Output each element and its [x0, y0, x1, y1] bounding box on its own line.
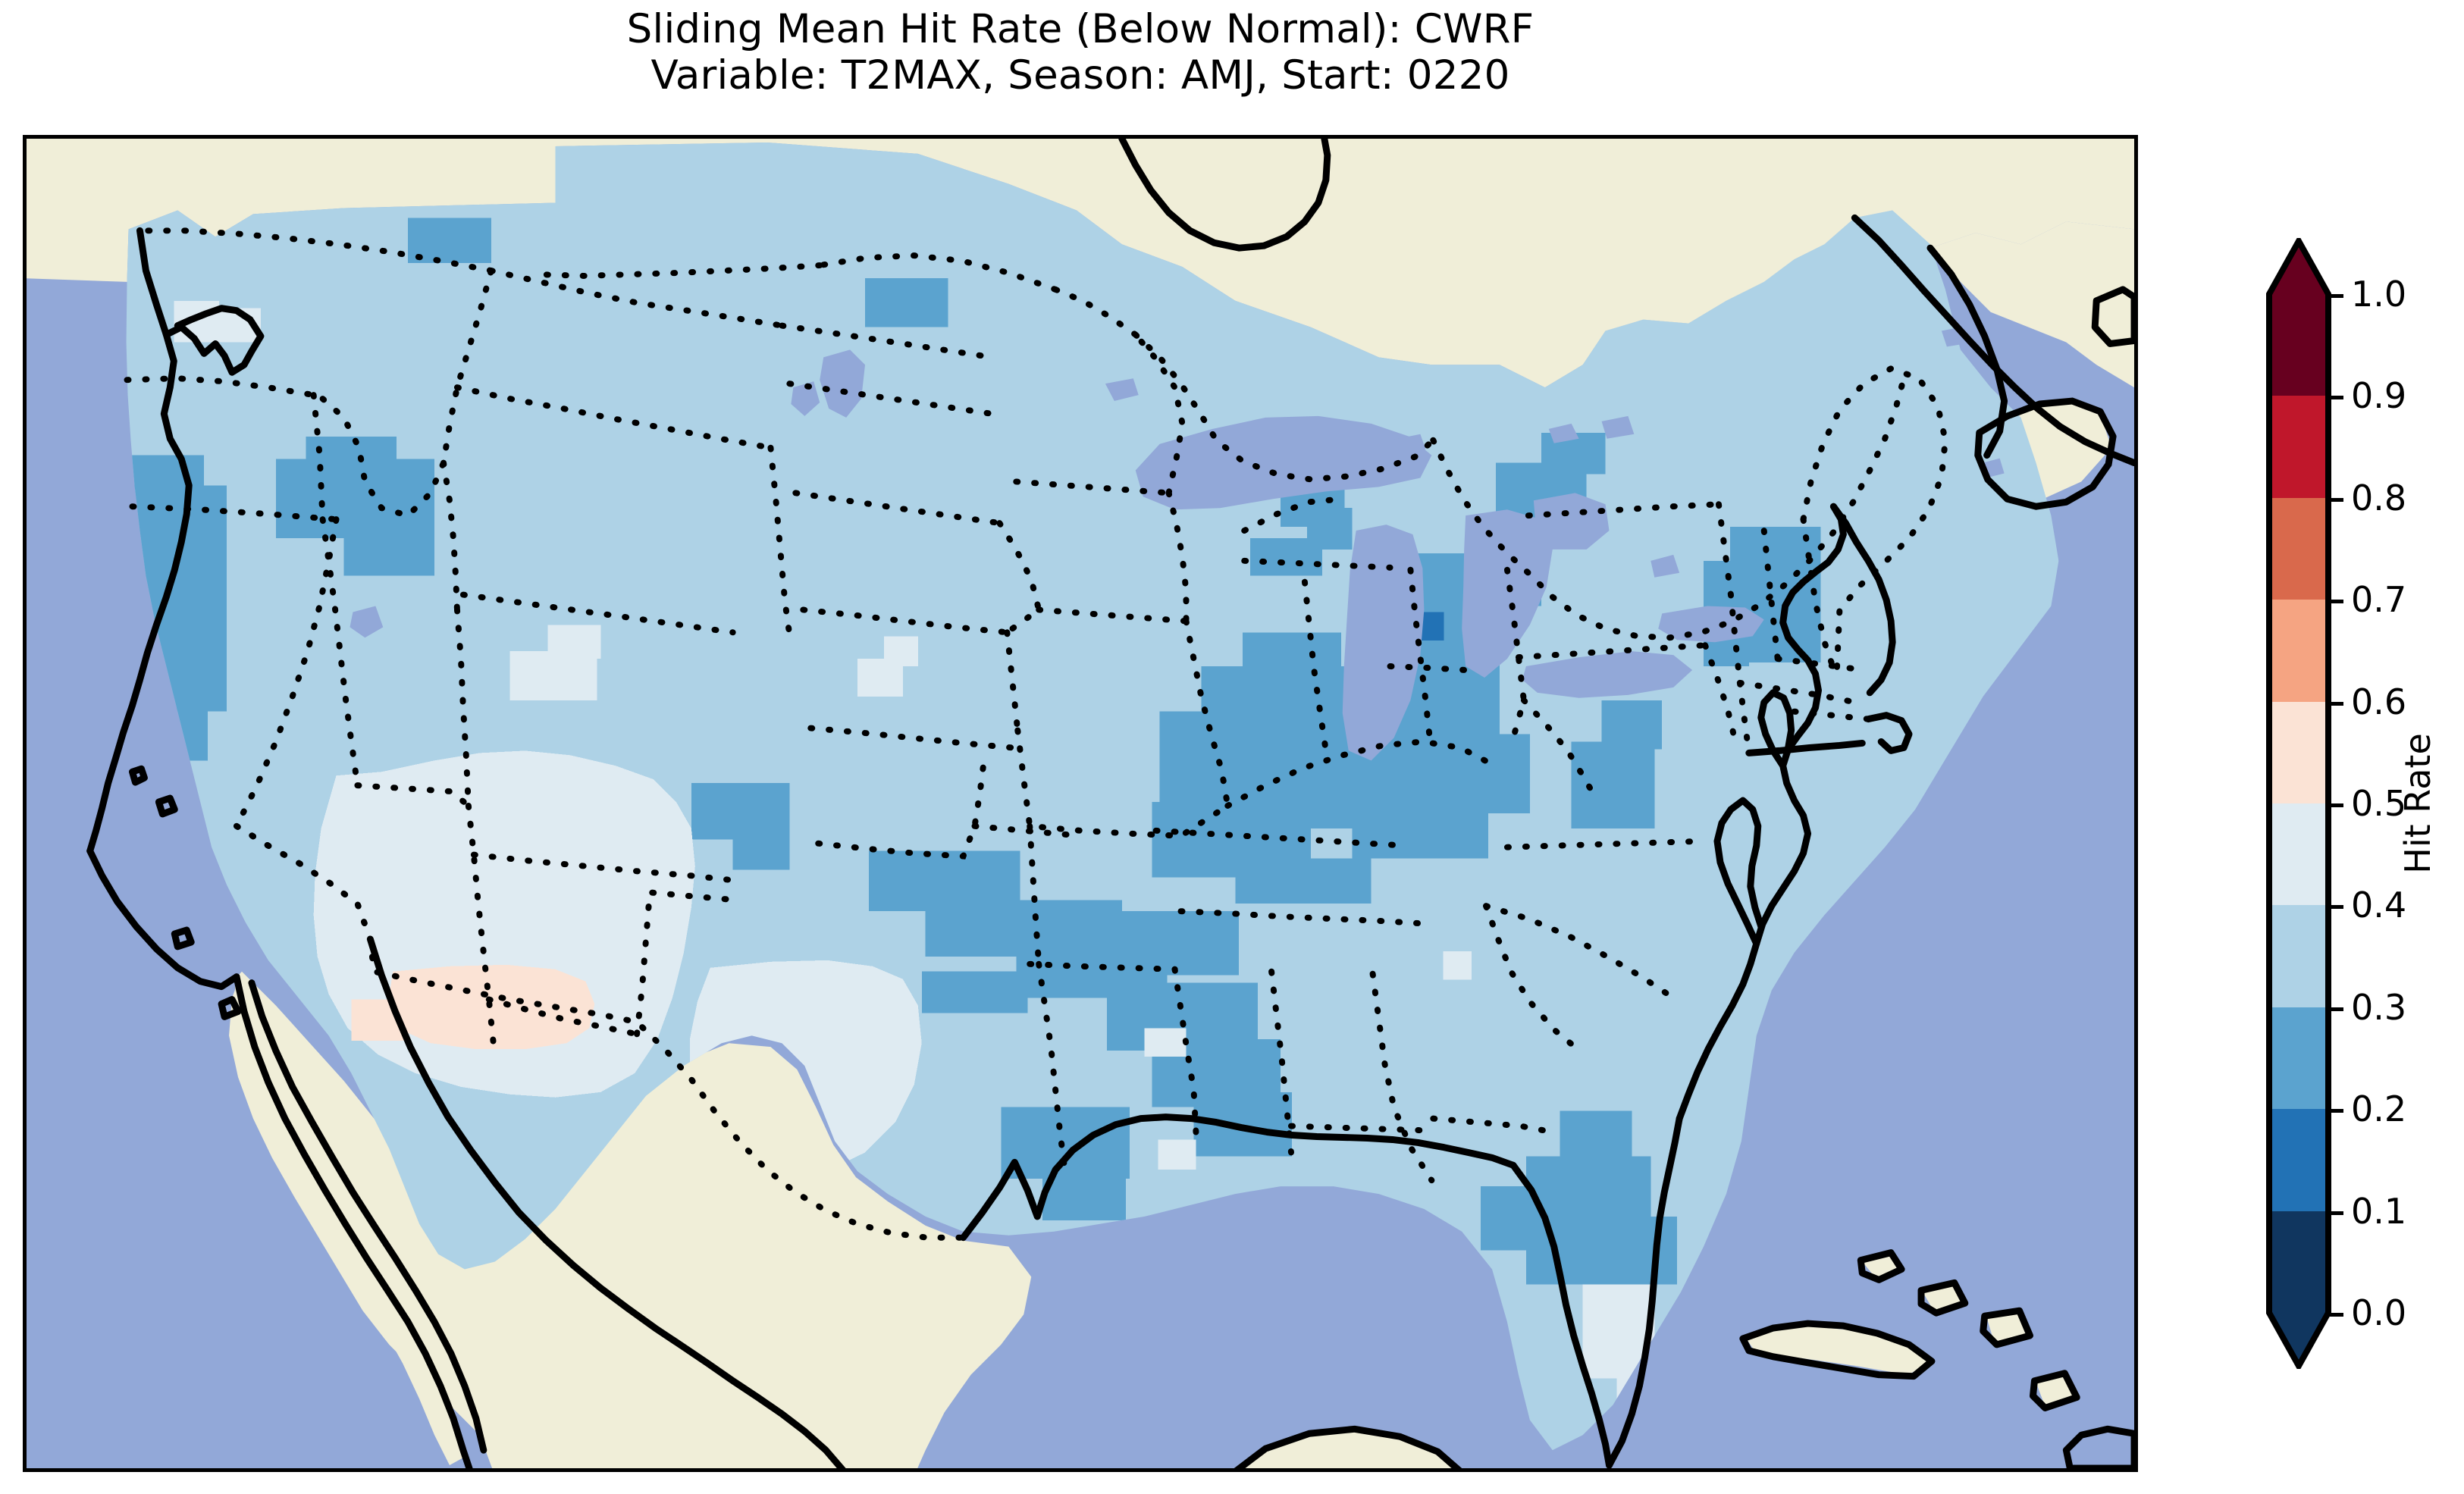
colorbar-bands [2269, 241, 2328, 1366]
colorbar-band [2269, 600, 2328, 703]
colorbar-band [2269, 1109, 2328, 1212]
colorbar-band [2269, 1211, 2328, 1314]
colorbar-tick-label: 1.0 [2351, 274, 2407, 315]
colorbar-tick-label: 0.4 [2351, 885, 2407, 926]
colorbar-tick-mark [2328, 1109, 2343, 1113]
colorbar-tick-label: 0.5 [2351, 783, 2407, 824]
colorbar-tick-label: 0.9 [2351, 375, 2407, 417]
colorbar-tick-mark [2328, 803, 2343, 807]
colorbar-extend-max [2269, 241, 2328, 294]
coastline-layer [86, 139, 2134, 1468]
colorbar-tick-label: 0.3 [2351, 986, 2407, 1028]
colorbar-tick-mark [2328, 1211, 2343, 1215]
colorbar-tick-label: 0.8 [2351, 477, 2407, 518]
colorbar-tick-label: 0.0 [2351, 1292, 2407, 1333]
colorbar-tick-mark [2328, 294, 2343, 298]
colorbar-tick-label: 0.6 [2351, 681, 2407, 722]
colorbar-extend-min [2269, 1313, 2328, 1366]
colorbar-band [2269, 1007, 2328, 1110]
state-borders-layer [124, 227, 1948, 1241]
colorbar-tick-label: 0.1 [2351, 1190, 2407, 1232]
title-block: Sliding Mean Hit Rate (Below Normal): CW… [0, 6, 2161, 99]
colorbar-tick-mark [2328, 905, 2343, 910]
page-title: Sliding Mean Hit Rate (Below Normal): CW… [626, 6, 1535, 52]
colorbar-tick-mark [2328, 600, 2343, 604]
colorbar-band [2269, 803, 2328, 906]
colorbar-tick-mark [2328, 1007, 2343, 1011]
colorbar-tick-label: 0.2 [2351, 1088, 2407, 1130]
colorbar-band [2269, 497, 2328, 600]
colorbar-tick-label: 0.7 [2351, 579, 2407, 621]
colorbar-tick-mark [2328, 701, 2343, 706]
colorbar-tick-mark [2328, 1313, 2343, 1317]
map-plot-area [23, 135, 2138, 1472]
map-canvas [27, 139, 2134, 1468]
colorbar-tick-mark [2328, 396, 2343, 400]
colorbar-band [2269, 294, 2328, 396]
colorbar-tick-mark [2328, 497, 2343, 502]
colorbar-band [2269, 396, 2328, 499]
colorbar-band [2269, 701, 2328, 804]
colorbar-band [2269, 905, 2328, 1008]
page-subtitle: Variable: T2MAX, Season: AMJ, Start: 022… [650, 52, 1510, 99]
colorbar: 1.0 0.9 0.8 0.7 0.6 0.5 0.4 0.3 0.2 0.1 0.0 Hit Ra… [2266, 227, 2464, 1380]
colorbar-axis-label: Hit Rate [2397, 733, 2438, 874]
